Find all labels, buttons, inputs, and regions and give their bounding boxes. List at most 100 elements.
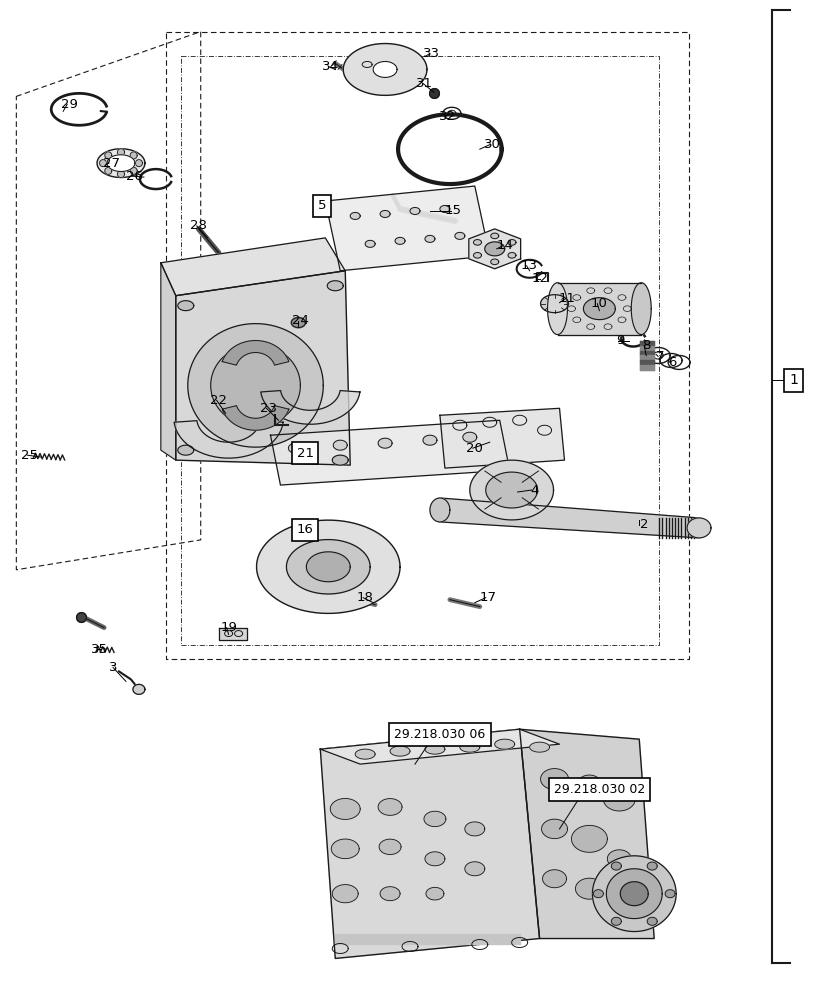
Polygon shape xyxy=(424,852,444,866)
Circle shape xyxy=(99,160,107,167)
Text: 34: 34 xyxy=(322,60,338,73)
Polygon shape xyxy=(610,862,620,870)
Polygon shape xyxy=(639,346,653,351)
Polygon shape xyxy=(394,237,404,244)
Polygon shape xyxy=(424,744,444,754)
Polygon shape xyxy=(639,341,653,346)
Text: 5: 5 xyxy=(318,199,326,212)
Polygon shape xyxy=(576,775,600,793)
Text: 4: 4 xyxy=(530,484,538,497)
Polygon shape xyxy=(160,238,345,296)
Polygon shape xyxy=(540,295,568,313)
Text: 33: 33 xyxy=(423,47,440,60)
Polygon shape xyxy=(639,351,653,355)
Polygon shape xyxy=(178,445,194,455)
Polygon shape xyxy=(343,44,427,95)
Polygon shape xyxy=(630,283,650,335)
Polygon shape xyxy=(423,811,446,827)
Polygon shape xyxy=(332,885,358,903)
Polygon shape xyxy=(178,301,194,311)
Polygon shape xyxy=(490,233,498,239)
Circle shape xyxy=(105,152,112,159)
Polygon shape xyxy=(647,917,657,925)
Polygon shape xyxy=(261,391,360,424)
Polygon shape xyxy=(490,259,498,265)
Polygon shape xyxy=(133,684,145,694)
Polygon shape xyxy=(107,155,135,172)
Text: 14: 14 xyxy=(495,239,513,252)
Polygon shape xyxy=(429,498,449,522)
Polygon shape xyxy=(583,298,614,320)
Polygon shape xyxy=(97,149,145,177)
Polygon shape xyxy=(639,365,653,370)
Polygon shape xyxy=(378,799,402,815)
Text: 21: 21 xyxy=(297,447,313,460)
Polygon shape xyxy=(464,862,484,876)
Polygon shape xyxy=(610,917,620,925)
Polygon shape xyxy=(335,934,519,944)
Polygon shape xyxy=(647,862,657,870)
Polygon shape xyxy=(327,281,343,291)
Text: 29.218.030 06: 29.218.030 06 xyxy=(394,728,485,741)
Polygon shape xyxy=(639,360,653,365)
Text: 12: 12 xyxy=(530,272,547,285)
Text: 6: 6 xyxy=(667,356,676,369)
Text: 10: 10 xyxy=(590,297,607,310)
Polygon shape xyxy=(409,207,419,214)
Polygon shape xyxy=(222,341,289,365)
Text: 24: 24 xyxy=(292,314,308,327)
Polygon shape xyxy=(529,742,549,752)
Polygon shape xyxy=(390,746,409,756)
Polygon shape xyxy=(469,460,553,520)
Polygon shape xyxy=(639,355,653,360)
Text: 32: 32 xyxy=(439,110,456,123)
Polygon shape xyxy=(591,856,676,932)
Polygon shape xyxy=(320,729,559,764)
Text: 11: 11 xyxy=(558,292,576,305)
Text: 16: 16 xyxy=(297,523,313,536)
Polygon shape xyxy=(593,890,603,898)
Text: 31: 31 xyxy=(416,77,433,90)
Text: 29: 29 xyxy=(60,98,78,111)
Text: 35: 35 xyxy=(90,643,108,656)
Polygon shape xyxy=(686,518,710,538)
Polygon shape xyxy=(484,242,504,256)
Polygon shape xyxy=(425,887,443,900)
Polygon shape xyxy=(541,819,566,839)
Polygon shape xyxy=(557,283,640,335)
Polygon shape xyxy=(325,186,489,271)
Polygon shape xyxy=(423,435,437,445)
Polygon shape xyxy=(468,229,520,269)
Polygon shape xyxy=(664,890,674,898)
Text: 8: 8 xyxy=(641,339,650,352)
Text: 2: 2 xyxy=(639,518,648,531)
Polygon shape xyxy=(542,870,566,888)
Polygon shape xyxy=(175,271,350,465)
Polygon shape xyxy=(519,729,653,939)
Text: 13: 13 xyxy=(519,259,537,272)
Polygon shape xyxy=(331,839,359,859)
Text: 23: 23 xyxy=(260,402,277,415)
Polygon shape xyxy=(333,440,347,450)
Polygon shape xyxy=(439,408,564,468)
Text: 7: 7 xyxy=(655,350,663,363)
Polygon shape xyxy=(439,498,698,538)
Polygon shape xyxy=(320,729,539,958)
Text: 26: 26 xyxy=(126,170,142,183)
Polygon shape xyxy=(160,263,175,460)
Polygon shape xyxy=(365,240,375,247)
Polygon shape xyxy=(540,769,568,790)
Circle shape xyxy=(117,171,124,178)
Polygon shape xyxy=(330,798,360,819)
Polygon shape xyxy=(473,240,480,245)
Polygon shape xyxy=(373,61,397,77)
Circle shape xyxy=(130,167,137,174)
Polygon shape xyxy=(607,850,630,868)
Polygon shape xyxy=(188,324,323,447)
Polygon shape xyxy=(355,749,375,759)
Polygon shape xyxy=(459,742,479,752)
Polygon shape xyxy=(380,887,399,901)
Text: 25: 25 xyxy=(21,449,38,462)
Polygon shape xyxy=(619,882,648,906)
Polygon shape xyxy=(439,205,449,212)
